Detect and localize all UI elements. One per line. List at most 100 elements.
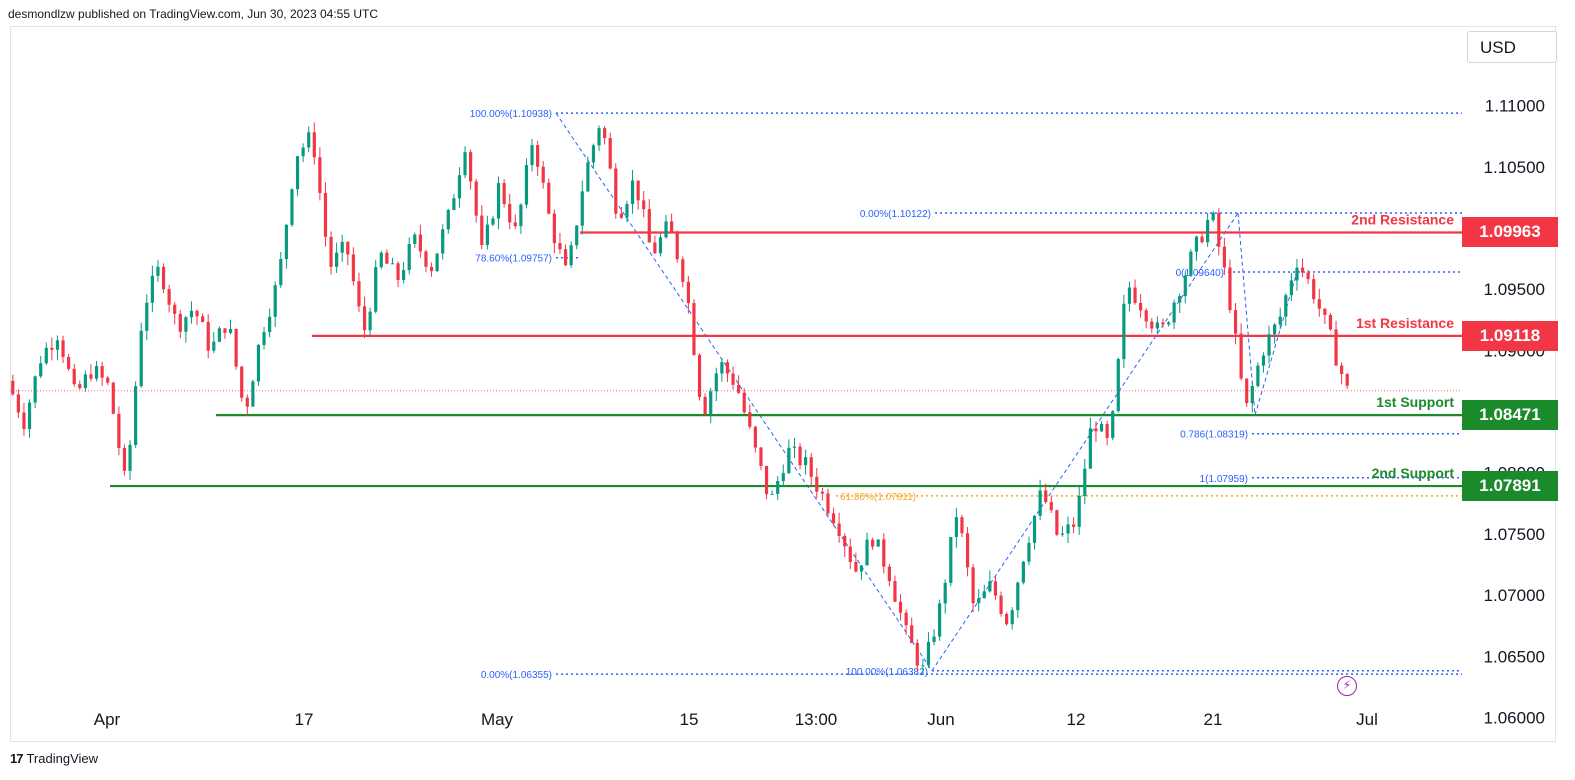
candle-body — [664, 221, 668, 238]
candle-body — [78, 384, 82, 389]
support-level-name: 2nd Support — [1372, 465, 1455, 481]
candle-body — [513, 222, 517, 227]
candle-body — [167, 289, 171, 305]
x-tick-label: 13:00 — [795, 710, 838, 729]
candle-body — [1150, 321, 1154, 329]
candle-body — [1032, 515, 1037, 543]
candle-body — [217, 328, 221, 342]
candle-body — [1178, 296, 1182, 303]
candle-body — [301, 147, 305, 157]
candle-body — [524, 165, 529, 205]
candle-body — [1055, 510, 1059, 535]
candle-body — [1139, 302, 1143, 311]
candle-body — [111, 382, 115, 414]
resistance-price-label: 1.09963 — [1462, 217, 1558, 248]
lightning-icon[interactable]: ⚡ — [1337, 676, 1357, 696]
fib-annotation: 1(1.07959) — [1200, 474, 1248, 485]
candle-body — [1094, 428, 1098, 432]
candle-body — [530, 145, 534, 166]
candle-body — [480, 215, 484, 245]
y-tick-label: 1.06000 — [1484, 709, 1545, 728]
candle-body — [1300, 267, 1305, 273]
candle-body — [435, 253, 439, 272]
currency-selector[interactable]: USD — [1467, 31, 1557, 63]
candle-body — [418, 234, 422, 252]
x-tick-label: Jun — [927, 710, 954, 729]
candle-body — [876, 539, 880, 547]
candle-body — [926, 641, 931, 666]
y-tick-label: 1.07500 — [1484, 525, 1545, 544]
candle-body — [982, 591, 986, 599]
candle-body — [938, 603, 942, 637]
candle-body — [859, 565, 864, 572]
candle-body — [284, 224, 288, 259]
candle-body — [1261, 355, 1266, 366]
candle-body — [887, 566, 891, 582]
candle-body — [871, 539, 875, 547]
candle-body — [385, 252, 389, 264]
candle-body — [318, 157, 322, 193]
support-price-label: 1.07891 — [1462, 471, 1558, 502]
candle-body — [61, 340, 65, 357]
candle-body — [1166, 322, 1171, 325]
candle-body — [1122, 303, 1126, 360]
candle-body — [502, 183, 506, 204]
candle-body — [485, 224, 489, 245]
candle-body — [134, 386, 138, 445]
candle-body — [390, 263, 395, 265]
candle-body — [496, 183, 501, 219]
candle-body — [429, 266, 434, 272]
candle-body — [1038, 490, 1042, 516]
candle-body — [1088, 428, 1092, 469]
fib-connector — [1237, 212, 1256, 416]
x-tick-label: 17 — [295, 710, 314, 729]
candle-body — [1289, 280, 1293, 296]
candle-body — [1010, 610, 1014, 625]
candle-body — [329, 236, 333, 267]
candle-body — [575, 225, 579, 246]
candle-body — [357, 281, 361, 307]
x-tick-label: 15 — [680, 710, 699, 729]
candle-body — [792, 446, 797, 448]
candle-body — [368, 311, 372, 331]
candle-body — [608, 138, 612, 169]
candle-body — [1194, 236, 1199, 252]
candle-body — [223, 328, 227, 333]
fib-annotation: 100.00%(1.10938) — [470, 109, 552, 120]
candle-body — [591, 145, 596, 163]
candle-body — [441, 229, 445, 254]
candle-body — [770, 493, 774, 495]
publisher-caption: desmondlzw published on TradingView.com,… — [8, 7, 379, 21]
candle-body — [424, 251, 428, 267]
candle-body — [519, 204, 523, 227]
chart-frame[interactable] — [10, 26, 1556, 742]
candle-body — [1144, 310, 1148, 322]
candle-body — [508, 203, 512, 223]
candle-body — [362, 306, 367, 331]
candle-body — [703, 396, 707, 415]
x-tick-label: 12 — [1067, 710, 1086, 729]
candle-body — [312, 132, 316, 158]
candle-body — [323, 192, 328, 237]
candle-body — [1340, 365, 1344, 374]
candle-body — [89, 374, 93, 379]
candle-body — [1016, 582, 1020, 611]
candle-body — [156, 266, 160, 276]
candle-body — [1239, 333, 1243, 379]
candle-body — [469, 152, 473, 182]
resistance-price-label: 1.09118 — [1462, 320, 1558, 351]
candle-body — [759, 447, 763, 466]
candle-body — [898, 601, 903, 613]
candle-body — [474, 181, 478, 216]
candle-body — [195, 310, 199, 317]
candle-body — [547, 182, 551, 214]
candle-body — [256, 344, 261, 382]
candle-body — [904, 612, 908, 626]
candle-body — [1345, 373, 1349, 386]
candle-body — [206, 322, 210, 351]
candle-body — [943, 582, 947, 604]
candle-body — [268, 316, 272, 333]
candle-body — [1228, 267, 1232, 311]
candle-body — [603, 128, 607, 139]
